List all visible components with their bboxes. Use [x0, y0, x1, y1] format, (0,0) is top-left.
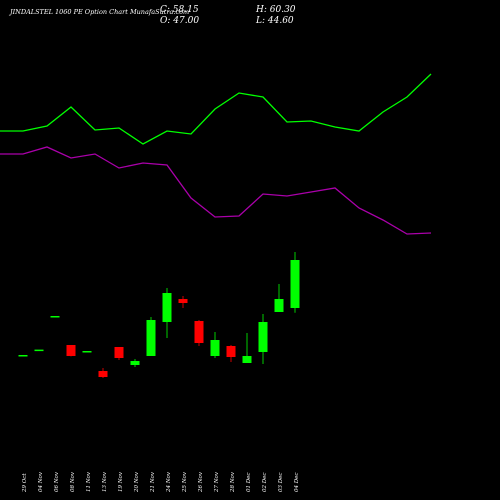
candle — [242, 333, 252, 363]
candle-body — [226, 346, 236, 357]
close-readout: C: 58.15 — [160, 5, 199, 15]
close-label: C: — [160, 5, 170, 15]
high-label: H: — [256, 5, 267, 15]
x-tick-label: 29 Oct — [22, 473, 28, 493]
candle-body — [210, 340, 220, 356]
candle-body — [162, 293, 172, 322]
candle — [258, 314, 268, 364]
chart-title: JINDALSTEL 1060 PE Option Chart MunafaSu… — [10, 8, 190, 16]
candle — [194, 320, 204, 346]
candle-body — [146, 320, 156, 356]
candle — [210, 332, 220, 358]
candle-body — [290, 260, 300, 308]
candle-body — [178, 299, 188, 303]
x-tick-label: 04 Dec — [294, 473, 300, 493]
candle — [290, 252, 300, 313]
x-tick-label: 08 Nov — [70, 471, 76, 492]
candle-body — [50, 316, 60, 318]
x-tick-label: 20 Nov — [134, 471, 140, 493]
candle — [274, 284, 284, 312]
candle — [82, 351, 92, 353]
candle-body — [194, 321, 204, 343]
x-tick-label: 27 Nov — [214, 471, 220, 493]
x-tick-label: 25 Nov — [182, 471, 188, 493]
x-tick-label: 04 Nov — [38, 471, 44, 492]
candle — [66, 345, 76, 357]
x-tick-label: 06 Nov — [54, 471, 60, 492]
candle-body — [114, 347, 124, 358]
open-label: O: — [160, 16, 171, 26]
x-tick-label: 01 Dec — [246, 473, 252, 493]
lower-indicator-line — [0, 146, 432, 235]
x-axis-labels: 29 Oct 04 Nov 06 Nov 08 Nov 11 Nov 13 Nov 19 N… — [22, 471, 300, 493]
candle — [18, 355, 28, 357]
candle-body — [18, 355, 28, 357]
upper-indicator-line — [0, 73, 432, 145]
x-tick-label: 21 Nov — [150, 471, 156, 493]
candle — [226, 345, 236, 362]
candle — [146, 317, 156, 356]
indicator-lines — [0, 73, 432, 235]
x-tick-label: 03 Dec — [278, 473, 284, 493]
low-readout: L: 44.60 — [256, 16, 294, 26]
open-value: 47.00 — [173, 16, 200, 26]
candle — [98, 368, 108, 378]
candle-body — [274, 299, 284, 312]
high-value: 60.30 — [269, 5, 296, 15]
candle — [162, 288, 172, 338]
candle — [114, 347, 124, 360]
high-readout: H: 60.30 — [256, 5, 296, 15]
candle — [130, 359, 140, 367]
candle-body — [242, 356, 252, 363]
x-tick-label: 28 Nov — [230, 471, 236, 493]
candle-body — [130, 361, 140, 365]
x-tick-label: 13 Nov — [102, 471, 108, 492]
candle — [34, 349, 44, 352]
candle — [50, 316, 60, 318]
x-tick-label: 11 Nov — [86, 471, 92, 492]
candle — [178, 296, 188, 308]
x-tick-label: 26 Nov — [198, 471, 204, 493]
open-readout: O: 47.00 — [160, 16, 199, 26]
candle-body — [258, 322, 268, 352]
x-tick-label: 24 Nov — [166, 471, 172, 493]
x-tick-label: 19 Nov — [118, 471, 124, 492]
candle-body — [66, 345, 76, 356]
x-tick-label: 02 Dec — [262, 473, 268, 493]
candle-body — [82, 351, 92, 353]
candle-body — [34, 349, 44, 352]
close-value: 58.15 — [172, 5, 199, 15]
candles — [18, 252, 300, 378]
low-label: L: — [256, 16, 266, 26]
candle-body — [98, 371, 108, 377]
low-value: 44.60 — [267, 16, 294, 26]
